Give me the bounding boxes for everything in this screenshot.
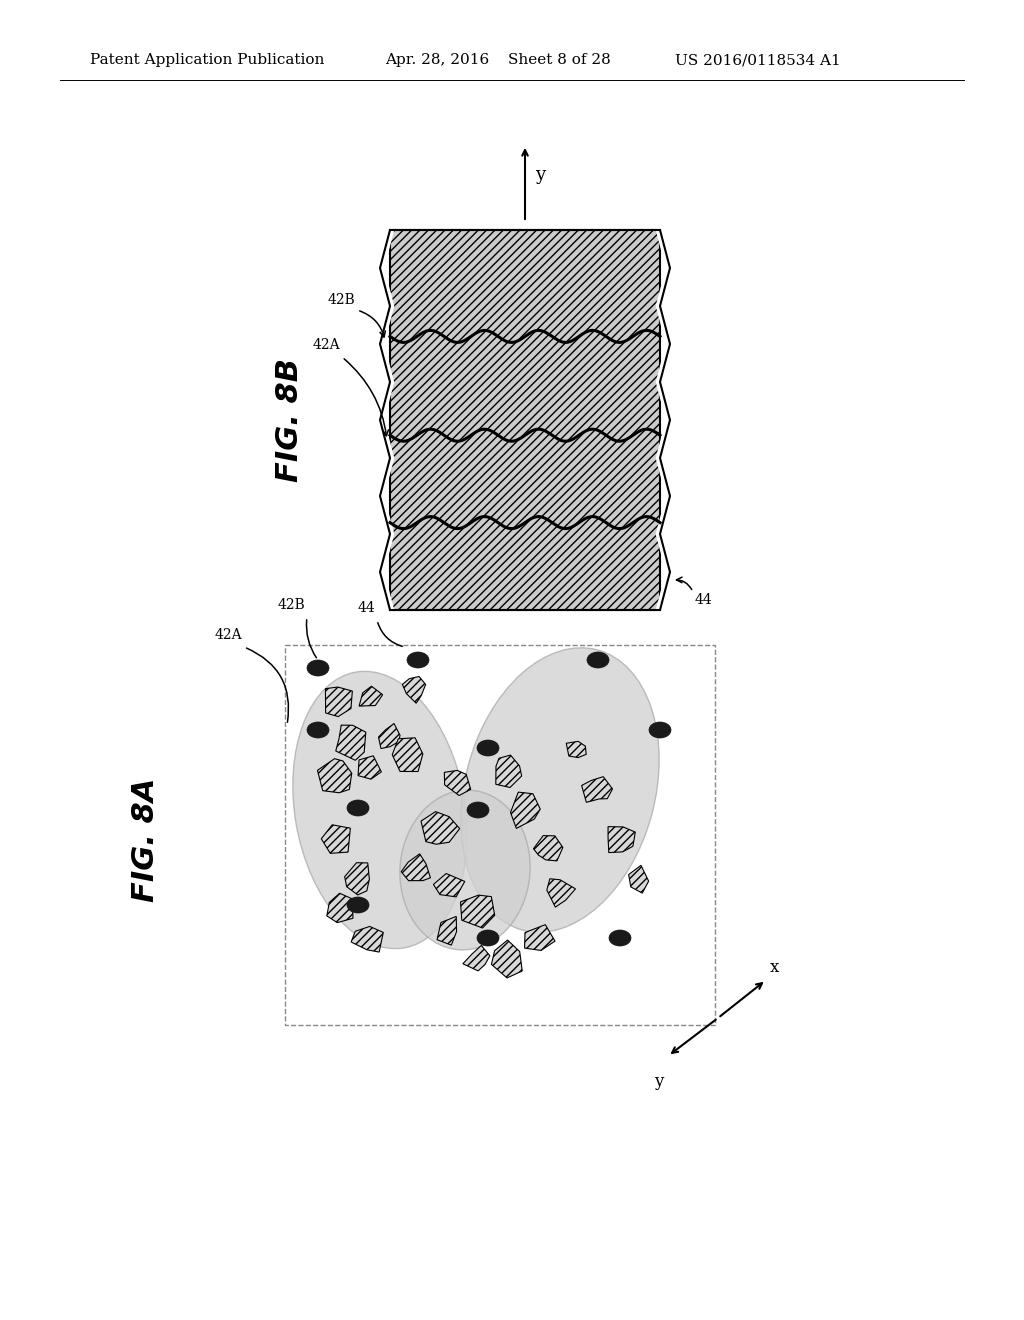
Polygon shape bbox=[392, 738, 423, 771]
Polygon shape bbox=[629, 866, 648, 894]
Bar bbox=[390, 230, 660, 610]
Polygon shape bbox=[534, 836, 563, 861]
Ellipse shape bbox=[293, 672, 467, 949]
Polygon shape bbox=[345, 863, 370, 895]
Polygon shape bbox=[461, 895, 495, 928]
Text: 42A: 42A bbox=[312, 338, 340, 352]
Text: FIG. 8A: FIG. 8A bbox=[130, 777, 160, 902]
Polygon shape bbox=[326, 686, 352, 717]
Text: x: x bbox=[770, 960, 779, 975]
Polygon shape bbox=[582, 776, 612, 803]
Ellipse shape bbox=[461, 648, 659, 932]
Polygon shape bbox=[336, 725, 366, 760]
Text: Patent Application Publication: Patent Application Publication bbox=[90, 53, 325, 67]
Polygon shape bbox=[566, 742, 586, 758]
Text: Sheet 8 of 28: Sheet 8 of 28 bbox=[508, 53, 610, 67]
Ellipse shape bbox=[477, 931, 499, 946]
Text: Apr. 28, 2016: Apr. 28, 2016 bbox=[385, 53, 489, 67]
Text: y: y bbox=[653, 1073, 663, 1090]
Polygon shape bbox=[327, 894, 353, 923]
Ellipse shape bbox=[467, 803, 489, 818]
Ellipse shape bbox=[307, 722, 329, 738]
Ellipse shape bbox=[307, 660, 329, 676]
Polygon shape bbox=[401, 854, 430, 880]
Polygon shape bbox=[496, 755, 521, 788]
Text: y: y bbox=[535, 166, 545, 183]
Ellipse shape bbox=[407, 652, 429, 668]
Polygon shape bbox=[463, 945, 489, 972]
Text: 44: 44 bbox=[357, 601, 375, 615]
Ellipse shape bbox=[347, 898, 369, 913]
Ellipse shape bbox=[400, 791, 530, 950]
Polygon shape bbox=[359, 686, 383, 706]
Polygon shape bbox=[433, 874, 465, 896]
Ellipse shape bbox=[477, 741, 499, 756]
Polygon shape bbox=[608, 826, 635, 853]
Text: 42B: 42B bbox=[278, 598, 305, 612]
Ellipse shape bbox=[587, 652, 609, 668]
Polygon shape bbox=[547, 879, 575, 907]
Polygon shape bbox=[492, 940, 522, 978]
Polygon shape bbox=[511, 792, 541, 829]
Ellipse shape bbox=[649, 722, 671, 738]
Polygon shape bbox=[524, 925, 555, 950]
Polygon shape bbox=[402, 677, 426, 704]
Text: FIG. 8B: FIG. 8B bbox=[275, 358, 304, 482]
Polygon shape bbox=[421, 812, 460, 845]
Polygon shape bbox=[358, 756, 381, 779]
Text: 42B: 42B bbox=[328, 293, 355, 308]
Ellipse shape bbox=[609, 931, 631, 946]
Text: 42A: 42A bbox=[214, 628, 242, 642]
Text: US 2016/0118534 A1: US 2016/0118534 A1 bbox=[675, 53, 841, 67]
Polygon shape bbox=[379, 723, 400, 748]
Ellipse shape bbox=[347, 800, 369, 816]
Polygon shape bbox=[322, 825, 350, 853]
Polygon shape bbox=[444, 771, 471, 796]
Polygon shape bbox=[317, 759, 352, 793]
Text: 44: 44 bbox=[695, 593, 713, 607]
Polygon shape bbox=[351, 927, 383, 952]
Bar bbox=[285, 645, 715, 1026]
Polygon shape bbox=[437, 916, 457, 945]
